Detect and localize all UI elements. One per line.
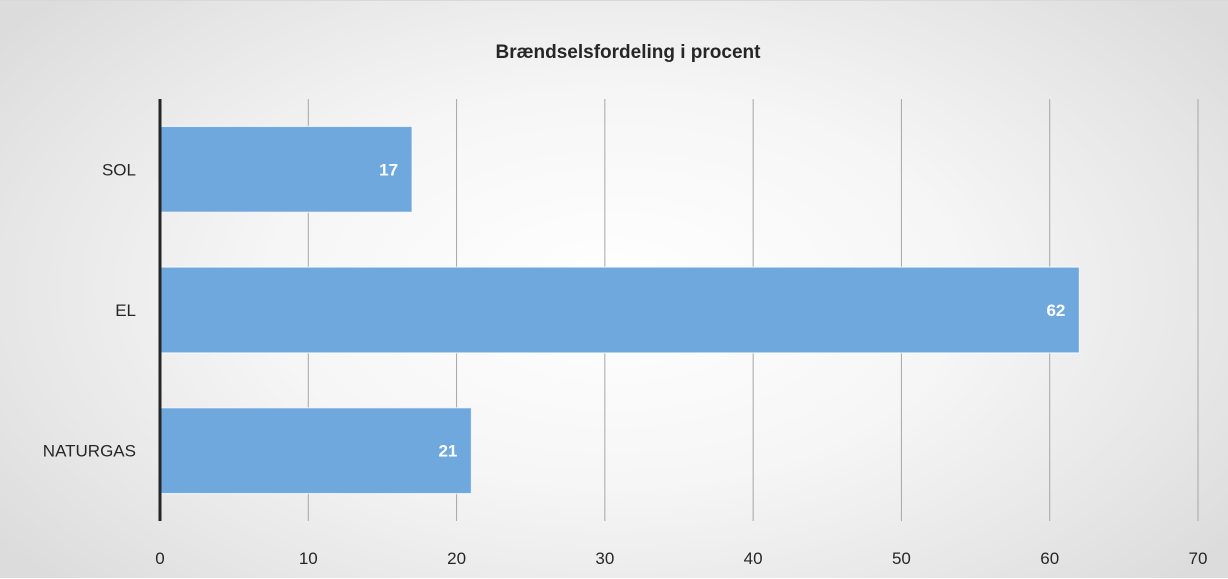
category-label: SOL: [102, 160, 136, 179]
bars: 17 62 21: [159, 125, 1080, 495]
data-label: 17: [379, 160, 398, 179]
x-tick-label: 0: [155, 549, 164, 568]
x-tick-label: 50: [892, 549, 911, 568]
bar-naturgas: [159, 407, 472, 495]
chart-title: Brændselsfordeling i procent: [496, 42, 762, 63]
x-tick-label: 30: [595, 549, 614, 568]
x-tick-label: 60: [1040, 549, 1059, 568]
bar-el: [159, 266, 1080, 354]
bar-sol: [159, 125, 413, 213]
x-tick-label: 40: [744, 549, 763, 568]
data-label: 62: [1046, 301, 1065, 320]
category-label: NATURGAS: [43, 442, 136, 461]
x-tick-label: 10: [299, 549, 318, 568]
data-label: 21: [438, 442, 457, 461]
x-tick-label: 70: [1189, 549, 1208, 568]
x-tick-label: 20: [447, 549, 466, 568]
category-label: EL: [115, 301, 136, 320]
axes: 0 10 20 30 40 50 60 70 SOL EL NATURGAS: [43, 99, 1208, 568]
